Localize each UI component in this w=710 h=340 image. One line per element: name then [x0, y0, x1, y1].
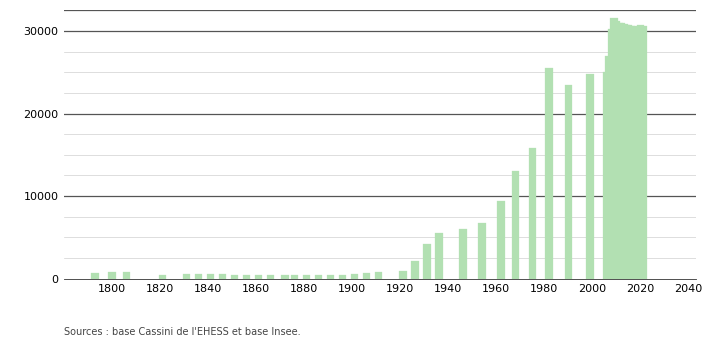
Bar	[351, 274, 359, 279]
Bar	[639, 26, 647, 279]
Bar	[622, 25, 630, 279]
Bar	[207, 274, 214, 279]
Bar	[315, 275, 322, 279]
Bar	[637, 25, 645, 279]
Bar	[327, 275, 334, 279]
Bar	[267, 275, 274, 279]
Bar	[620, 24, 628, 279]
Bar	[615, 23, 623, 279]
Bar	[545, 68, 553, 279]
Bar	[528, 148, 536, 279]
Bar	[302, 275, 310, 279]
Bar	[182, 274, 190, 279]
Bar	[158, 275, 166, 279]
Bar	[411, 261, 418, 279]
Bar	[375, 272, 383, 279]
Bar	[339, 275, 346, 279]
Bar	[618, 23, 626, 279]
Bar	[255, 275, 263, 279]
Bar	[399, 271, 407, 279]
Bar	[290, 275, 298, 279]
Bar	[108, 272, 116, 279]
Bar	[478, 223, 486, 279]
Bar	[231, 275, 239, 279]
Bar	[195, 274, 202, 279]
Bar	[435, 233, 442, 279]
Bar	[92, 273, 99, 279]
Bar	[123, 272, 130, 279]
Bar	[243, 275, 251, 279]
Bar	[603, 72, 611, 279]
Bar	[219, 274, 226, 279]
Text: Sources : base Cassini de l'EHESS et base Insee.: Sources : base Cassini de l'EHESS et bas…	[64, 327, 300, 337]
Bar	[512, 171, 520, 279]
Bar	[611, 18, 618, 279]
Bar	[613, 21, 621, 279]
Bar	[608, 29, 616, 279]
Bar	[564, 85, 572, 279]
Bar	[606, 56, 613, 279]
Bar	[281, 275, 289, 279]
Bar	[630, 26, 637, 279]
Bar	[459, 229, 466, 279]
Bar	[586, 74, 594, 279]
Bar	[634, 27, 642, 279]
Bar	[632, 27, 640, 279]
Bar	[627, 26, 635, 279]
Bar	[423, 244, 430, 279]
Bar	[363, 273, 371, 279]
Bar	[625, 25, 633, 279]
Bar	[497, 201, 505, 279]
